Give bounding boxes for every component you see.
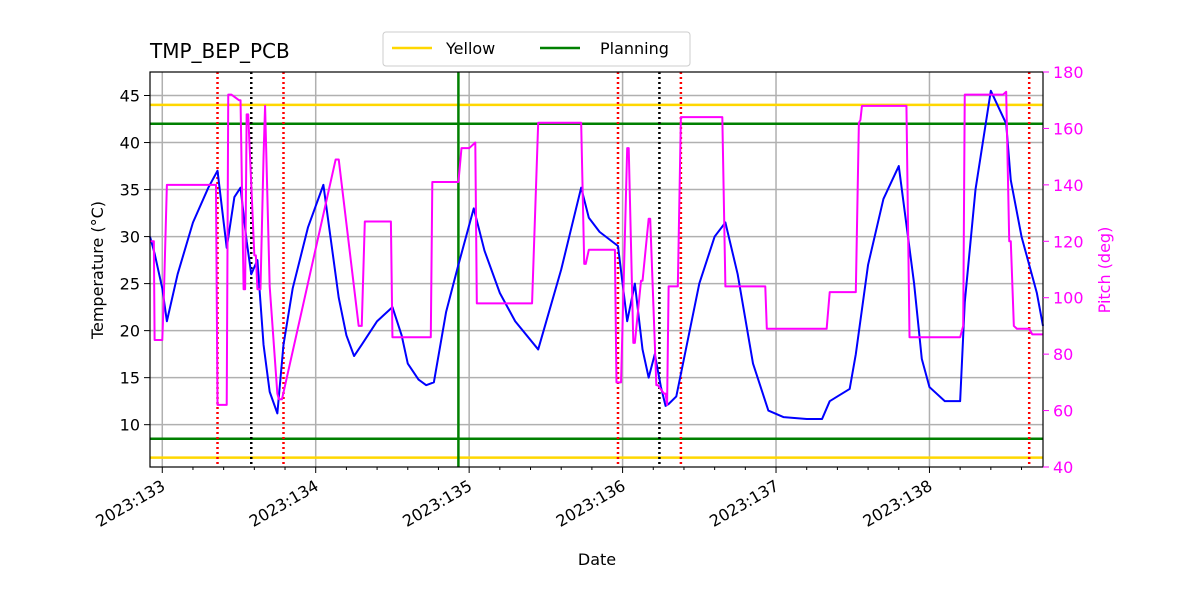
y-tick-label-2: 20: [120, 322, 140, 341]
y-tick-label-0: 10: [120, 416, 140, 435]
x-axis: 2023:133 2023:134 2023:135 2023:136 2023:137…: [92, 467, 1023, 531]
y2-tick-label-0: 40: [1053, 458, 1073, 477]
series-line-temperature: [149, 89, 1044, 421]
y2-tick-label-5: 140: [1053, 176, 1084, 195]
series: [149, 89, 1044, 421]
x-axis-title: Date: [578, 550, 616, 569]
y-tick-label-7: 45: [120, 87, 140, 106]
y-axis-right: 40 60 80 100 120 140 160 180: [1043, 63, 1084, 477]
x-tick-label-2: 2023:135: [399, 476, 475, 531]
y2-tick-label-7: 180: [1053, 63, 1084, 82]
legend-label-yellow: Yellow: [445, 39, 495, 58]
legend-box: [382, 31, 691, 67]
y2-axis-title: Pitch (deg): [1095, 227, 1114, 314]
series-line-pitch: [150, 90, 1043, 406]
y2-tick-label-6: 160: [1053, 119, 1084, 138]
legend-label-planning: Planning: [600, 39, 669, 58]
x-tick-label-4: 2023:137: [706, 476, 782, 531]
legend: Yellow Planning: [382, 31, 691, 67]
x-tick-label-1: 2023:134: [246, 476, 322, 531]
y-tick-label-3: 25: [120, 275, 140, 294]
y-tick-label-1: 15: [120, 369, 140, 388]
grid: [150, 72, 1043, 467]
x-tick-label-3: 2023:136: [553, 476, 629, 531]
x-tick-label-5: 2023:138: [860, 476, 936, 531]
x-tick-label-0: 2023:133: [92, 476, 168, 531]
y2-tick-label-1: 60: [1053, 402, 1073, 421]
y-tick-label-5: 35: [120, 181, 140, 200]
y2-tick-label-2: 80: [1053, 345, 1073, 364]
y-axis-left: 10 15 20 25 30 35 40 45: [120, 87, 150, 435]
y-tick-label-6: 40: [120, 134, 140, 153]
plot-frame: [149, 71, 1044, 468]
y2-tick-label-3: 100: [1053, 289, 1084, 308]
y2-tick-label-4: 120: [1053, 232, 1084, 251]
y-axis-title: Temperature (°C): [88, 201, 107, 340]
y-tick-label-4: 30: [120, 228, 140, 247]
chart-title: TMP_BEP_PCB: [149, 39, 290, 63]
